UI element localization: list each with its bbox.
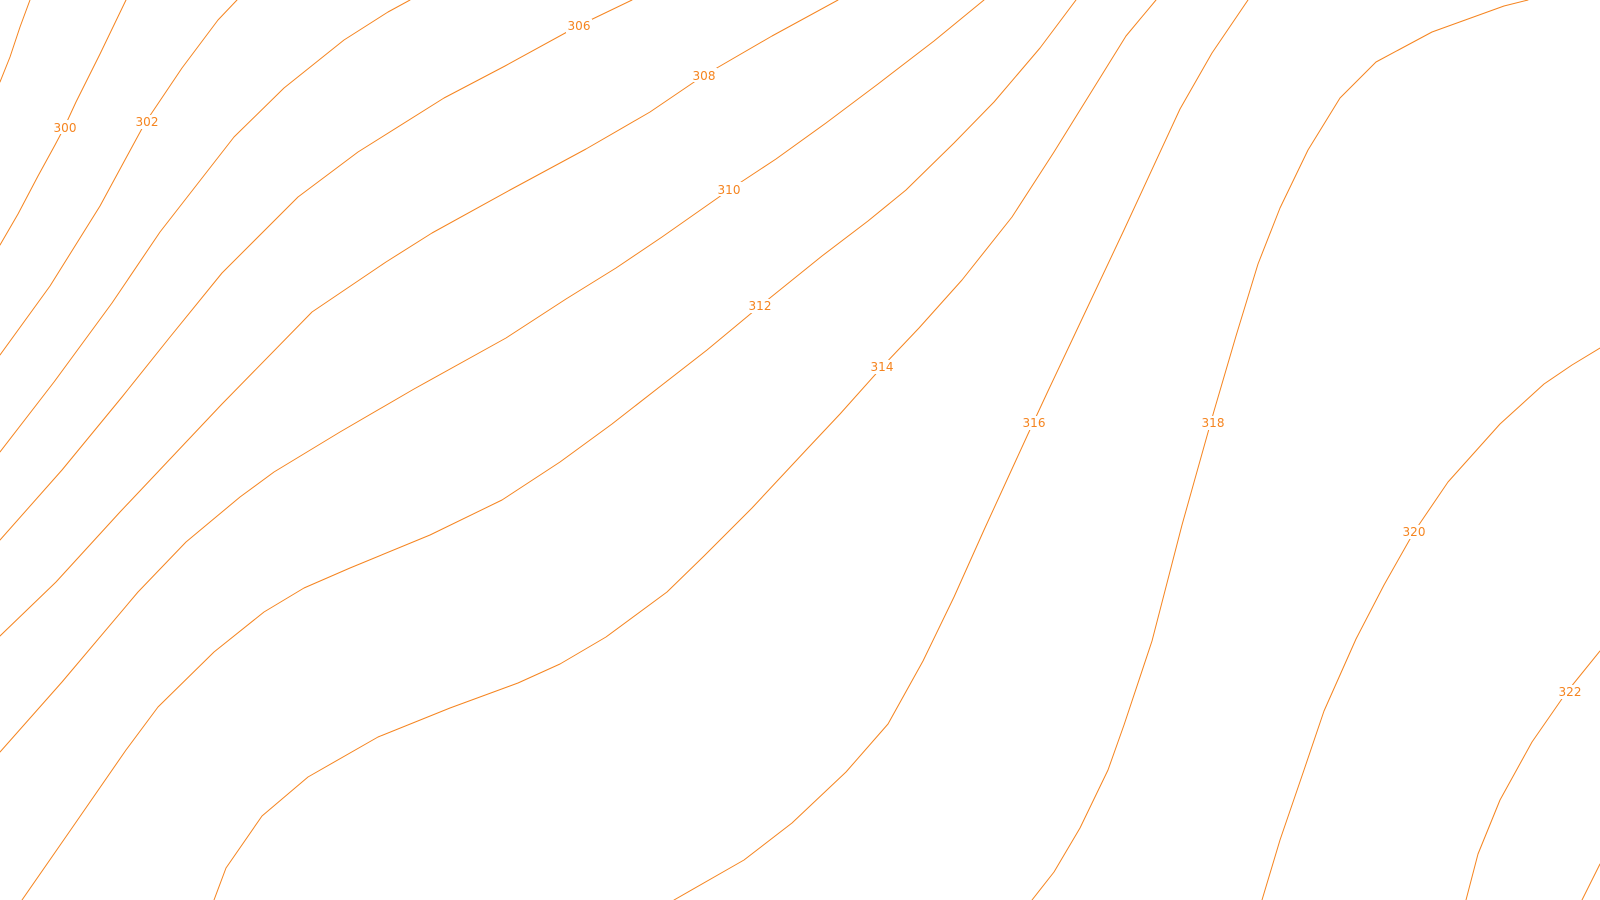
label-halo-302 (134, 115, 160, 129)
label-halo-312 (747, 299, 773, 313)
contour-label-316: 316 (1023, 416, 1046, 430)
contour-label-300: 300 (54, 121, 77, 135)
contour-line-300 (0, 0, 127, 246)
contour-line-298 (0, 0, 31, 83)
contour-label-320: 320 (1403, 525, 1426, 539)
contour-line-302 (0, 0, 238, 356)
contour-label-310: 310 (718, 183, 741, 197)
label-halo-310 (716, 182, 742, 196)
label-halo-300 (52, 120, 78, 134)
contour-line-306 (0, 0, 633, 541)
contour-line-308 (0, 0, 839, 637)
label-halo-314 (869, 360, 895, 374)
contour-line-316 (673, 0, 1249, 900)
contour-line-314 (213, 0, 1157, 900)
contour-label-layer: 300 302 306 308 310 312 314 316 318 320 … (52, 19, 1583, 699)
contour-line-312 (21, 0, 1077, 900)
label-halo-318 (1200, 416, 1226, 430)
contour-line-310 (0, 0, 985, 753)
label-halo-306 (566, 19, 592, 33)
contour-label-308: 308 (693, 69, 716, 83)
contour-label-318: 318 (1202, 416, 1225, 430)
label-halo-322 (1557, 685, 1583, 699)
contour-line-304 (0, 0, 411, 453)
contour-label-314: 314 (871, 360, 894, 374)
contour-label-302: 302 (136, 115, 159, 129)
label-halo-308 (691, 68, 717, 82)
contour-line-322-corner (1581, 863, 1600, 900)
label-halo-316 (1021, 416, 1047, 430)
contour-label-306: 306 (568, 19, 591, 33)
contour-line-320 (1261, 347, 1600, 900)
label-halo-320 (1401, 525, 1427, 539)
contour-line-318 (1031, 0, 1529, 900)
contour-label-322: 322 (1559, 685, 1582, 699)
contour-label-312: 312 (749, 299, 772, 313)
